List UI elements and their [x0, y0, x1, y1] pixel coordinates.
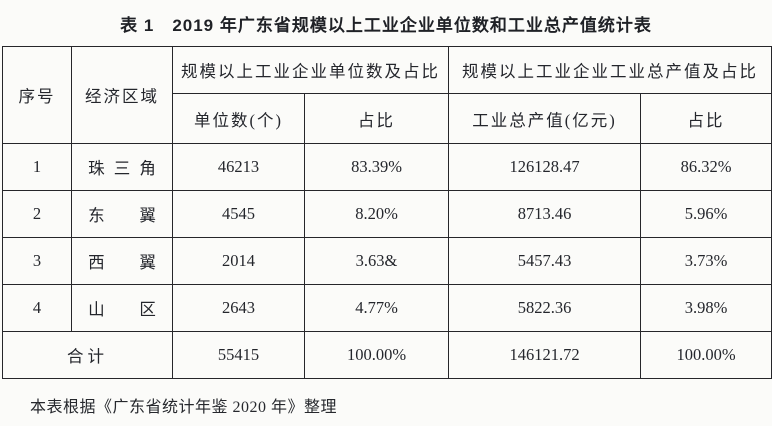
cell-seq: 2: [2, 190, 72, 238]
region-name: 西翼: [88, 253, 156, 272]
table-row: 2 东翼 4545 8.20% 8713.46 5.96%: [2, 190, 772, 238]
cell-output-value: 5822.36: [448, 284, 641, 332]
region-name: 东翼: [88, 206, 156, 225]
source-note: 本表根据《广东省统计年鉴 2020 年》整理: [30, 399, 338, 416]
cell-unit-share: 8.20%: [304, 190, 449, 238]
cell-unit-share: 83.39%: [304, 143, 449, 191]
cell-unit-share: 3.63&: [304, 237, 449, 285]
cell-region: 珠三角: [71, 143, 173, 191]
cell-region: 西翼: [71, 237, 173, 285]
cell-unit-share: 4.77%: [304, 284, 449, 332]
cell-seq: 1: [2, 143, 72, 191]
header-unit-share: 占比: [304, 93, 449, 144]
table-title: 表 1 2019 年广东省规模以上工业企业单位数和工业总产值统计表: [120, 16, 652, 35]
cell-seq: 3: [2, 237, 72, 285]
cell-output-share: 5.96%: [640, 190, 772, 238]
statistics-table: 序号 经济区域 规模以上工业企业单位数及占比 规模以上工业企业工业总产值及占比 …: [2, 46, 772, 379]
table-row: 1 珠三角 46213 83.39% 126128.47 86.32%: [2, 143, 772, 191]
cell-region: 东翼: [71, 190, 173, 238]
total-output-value: 146121.72: [448, 331, 641, 379]
cell-output-share: 3.98%: [640, 284, 772, 332]
cell-output-share: 3.73%: [640, 237, 772, 285]
header-units-group: 规模以上工业企业单位数及占比: [172, 46, 449, 94]
header-region: 经济区域: [71, 46, 173, 144]
total-unit-count: 55415: [172, 331, 305, 379]
region-name: 山区: [88, 300, 156, 319]
header-row-sub: 单位数(个) 占比 工业总产值(亿元) 占比: [3, 93, 772, 144]
header-output-share: 占比: [640, 93, 772, 144]
header-unit-count: 单位数(个): [172, 93, 305, 144]
cell-output-value: 5457.43: [448, 237, 641, 285]
cell-unit-count: 46213: [172, 143, 305, 191]
table-row: 4 山区 2643 4.77% 5822.36 3.98%: [2, 284, 772, 332]
cell-unit-count: 4545: [172, 190, 305, 238]
header-seq: 序号: [2, 46, 72, 144]
total-row: 合计 55415 100.00% 146121.72 100.00%: [2, 331, 772, 379]
cell-unit-count: 2643: [172, 284, 305, 332]
total-unit-share: 100.00%: [304, 331, 449, 379]
region-name: 珠三角: [88, 159, 156, 178]
cell-region: 山区: [71, 284, 173, 332]
table-row: 3 西翼 2014 3.63& 5457.43 3.73%: [2, 237, 772, 285]
total-output-share: 100.00%: [640, 331, 772, 379]
header-output-value: 工业总产值(亿元): [448, 93, 641, 144]
cell-seq: 4: [2, 284, 72, 332]
cell-output-value: 8713.46: [448, 190, 641, 238]
cell-unit-count: 2014: [172, 237, 305, 285]
total-label: 合计: [2, 331, 173, 379]
cell-output-share: 86.32%: [640, 143, 772, 191]
header-row-group: 序号 经济区域 规模以上工业企业单位数及占比 规模以上工业企业工业总产值及占比: [2, 46, 772, 144]
header-output-group: 规模以上工业企业工业总产值及占比: [448, 46, 772, 94]
cell-output-value: 126128.47: [448, 143, 641, 191]
